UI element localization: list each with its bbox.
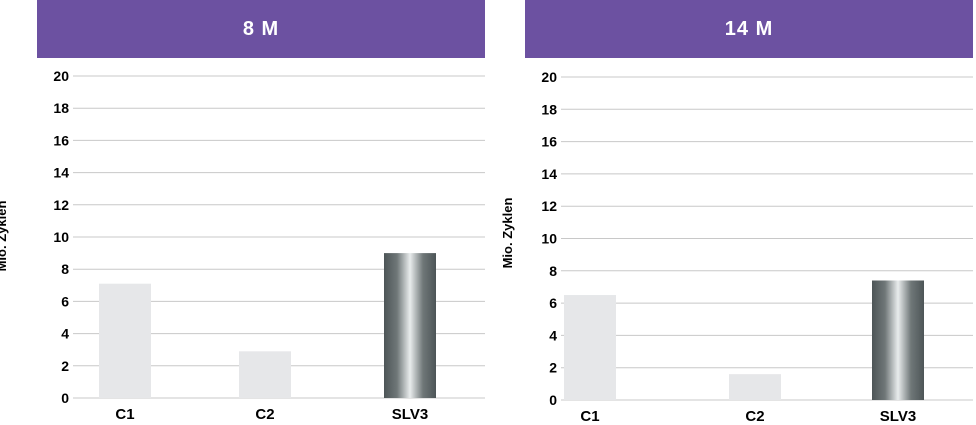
y-tick-label: 10: [541, 231, 557, 247]
y-tick-label: 2: [61, 358, 69, 374]
y-tick-label: 8: [61, 261, 69, 277]
y-tick-label: 12: [53, 197, 69, 213]
y-tick-label: 18: [541, 101, 557, 117]
y-tick-label: 14: [541, 166, 557, 182]
bar-chart-8m: 0 2 4 6 8 10 12 14 16 18 20 C1 C2 SLV3: [53, 68, 485, 423]
y-tick-label: 0: [61, 390, 69, 406]
chart-title: 14 M: [525, 0, 973, 58]
y-tick-label: 14: [53, 165, 69, 181]
y-tick-label: 6: [61, 293, 69, 309]
x-tick-label: C1: [115, 406, 134, 423]
y-tick-label: 18: [53, 100, 69, 116]
bar-c1: [99, 283, 151, 398]
bar-c1: [564, 295, 616, 400]
chart-panel-14m: 14 M Mio. Zyklen 0 2 4 6 8 10 12 14 16 18 20 C1 C2 SL…: [500, 0, 973, 425]
bar-slv3: [872, 280, 924, 400]
y-tick-label: 4: [61, 326, 69, 342]
x-tick-label: SLV3: [880, 408, 916, 425]
chart-title: 8 M: [37, 0, 485, 58]
y-tick-label: 20: [541, 69, 557, 85]
x-tick-label: SLV3: [392, 406, 428, 423]
y-tick-label: 4: [549, 327, 557, 343]
y-tick-label: 0: [549, 392, 557, 408]
y-tick-label: 10: [53, 229, 69, 245]
bar-c2: [729, 374, 781, 400]
bar-slv3: [384, 253, 436, 398]
y-axis-title: Mio. Zyklen: [500, 197, 515, 269]
x-tick-label: C2: [255, 406, 274, 423]
x-tick-label: C2: [745, 408, 764, 425]
y-tick-label: 16: [541, 134, 557, 150]
y-tick-label: 6: [549, 295, 557, 311]
y-tick-label: 16: [53, 132, 69, 148]
y-tick-label: 2: [549, 360, 557, 376]
y-tick-label: 8: [549, 263, 557, 279]
bar-c2: [239, 351, 291, 398]
bar-chart-14m: 0 2 4 6 8 10 12 14 16 18 20 C1 C2 SLV3: [541, 69, 973, 425]
x-tick-label: C1: [580, 408, 599, 425]
chart-panel-8m: 8 M Mio. Zyklen 0 2 4 6 8 10 12 14 16 18 20 C1 C2 SLV…: [0, 0, 485, 425]
y-tick-label: 12: [541, 198, 557, 214]
y-tick-label: 20: [53, 68, 69, 84]
y-axis-title: Mio. Zyklen: [0, 200, 9, 272]
